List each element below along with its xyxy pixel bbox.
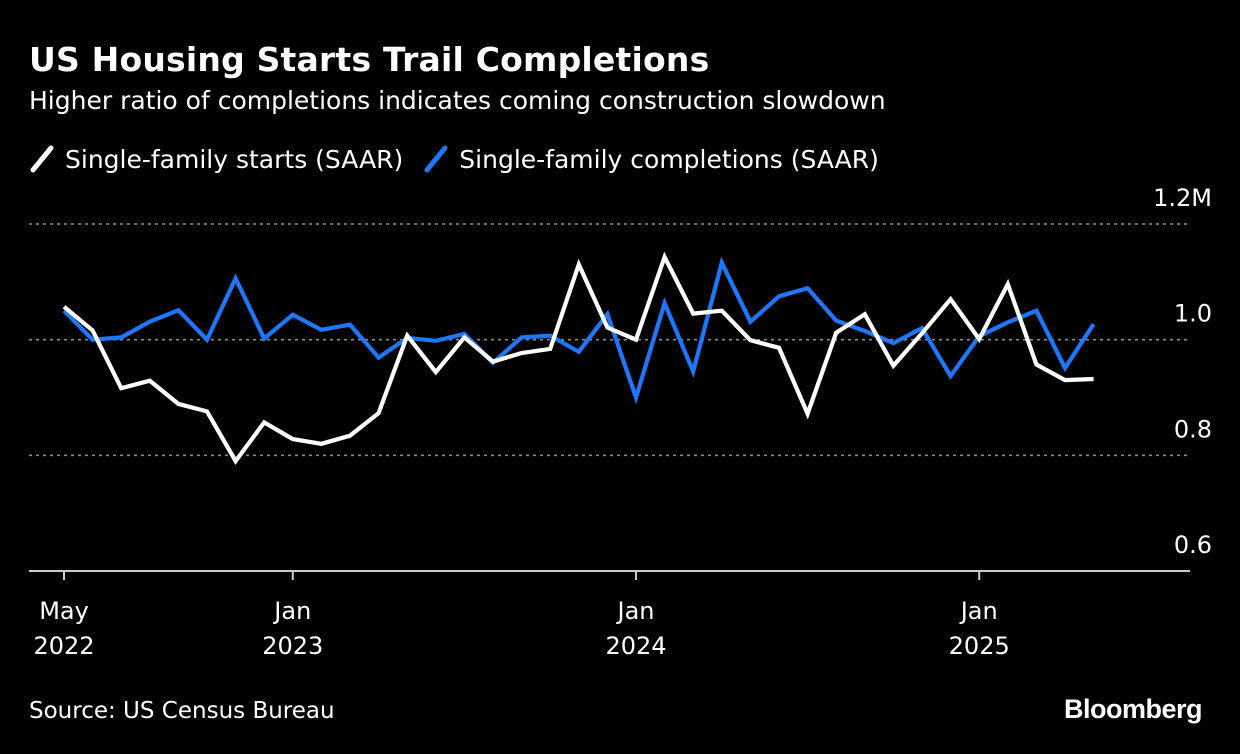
y-tick-label-1: 0.8: [1174, 415, 1212, 443]
x-tick-label-month-3: Jan: [959, 597, 998, 625]
x-tick-label-year-0: 2022: [33, 632, 94, 660]
series-line-starts: [62, 251, 1094, 465]
x-tick-label-year-3: 2025: [949, 632, 1010, 660]
legend-swatch-completions: [424, 145, 448, 173]
legend-swatch-starts: [30, 145, 54, 173]
y-tick-label-2: 1.0: [1174, 300, 1212, 328]
source-note: Source: US Census Bureau: [29, 698, 335, 724]
x-tick-label-month-2: Jan: [616, 597, 655, 625]
y-tick-label-0: 0.6: [1174, 531, 1212, 559]
axis-labels: 0.6 0.8 1.0 1.2M May 2022 Jan 2023 Jan 2024 Jan 202…: [33, 184, 1212, 660]
gridlines: [29, 223, 1190, 457]
x-tick-label-year-2: 2024: [605, 632, 666, 660]
legend-item-starts: Single-family starts (SAAR): [29, 144, 403, 174]
chart-subtitle: Higher ratio of completions indicates co…: [29, 86, 886, 115]
series-line-completions: [62, 256, 1096, 405]
x-axis: [29, 570, 1190, 580]
series-lines: [62, 251, 1096, 465]
legend-item-completions: Single-family completions (SAAR): [423, 144, 879, 174]
legend-label-completions: Single-family completions (SAAR): [459, 144, 879, 174]
x-tick-label-year-1: 2023: [262, 632, 323, 660]
legend-label-starts: Single-family starts (SAAR): [65, 144, 404, 174]
x-tick-label-month-0: May: [39, 597, 89, 625]
y-tick-label-3: 1.2M: [1153, 184, 1212, 212]
legend: Single-family starts (SAAR) Single-famil…: [29, 142, 899, 176]
bloomberg-logo: Bloomberg: [1063, 694, 1203, 724]
chart-title: US Housing Starts Trail Completions: [29, 40, 710, 79]
x-tick-label-month-1: Jan: [272, 597, 311, 625]
